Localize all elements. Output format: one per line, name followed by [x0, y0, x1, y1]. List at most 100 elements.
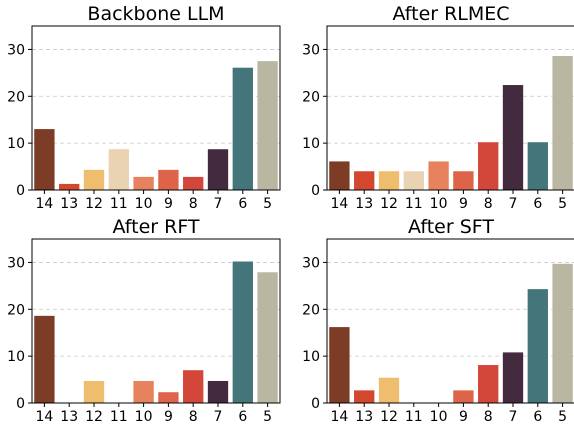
x-tick-label: 11 [405, 409, 423, 425]
x-tick-label: 10 [430, 409, 448, 425]
x-tick-label: 9 [459, 409, 468, 425]
bar-9 [453, 390, 474, 403]
x-tick-label: 10 [430, 196, 448, 212]
x-tick-label: 11 [110, 196, 128, 212]
bar-13 [354, 171, 375, 190]
y-tick-label: 20 [7, 302, 25, 318]
bar-6 [527, 142, 548, 190]
x-tick-label: 7 [509, 409, 518, 425]
x-tick-label: 9 [164, 196, 173, 212]
x-tick-label: 6 [238, 409, 247, 425]
x-tick-label: 8 [189, 196, 198, 212]
plot-frame [31, 238, 281, 404]
x-tick-label: 10 [135, 409, 153, 425]
x-tick-label: 9 [164, 409, 173, 425]
chart-panel-2: 14 13 12 11 10 9 8 7 6 5 0 10 20 30 After RFT [7, 216, 281, 425]
x-tick-label: 14 [330, 196, 348, 212]
bar-14 [329, 161, 350, 190]
bar-5 [552, 55, 573, 190]
x-tick-label: 5 [558, 196, 567, 212]
x-tick-label: 5 [263, 196, 272, 212]
x-tick-label: 10 [135, 196, 153, 212]
plot-frame [326, 238, 574, 404]
bar-7 [207, 149, 229, 190]
bar-6 [232, 261, 253, 403]
x-tick-label: 12 [380, 196, 398, 212]
bar-10 [133, 176, 154, 190]
y-tick-label: 0 [311, 396, 320, 412]
bar-14 [34, 129, 55, 190]
x-tick-label: 8 [484, 196, 493, 212]
y-tick-label: 30 [7, 42, 25, 58]
x-tick-label: 6 [238, 196, 247, 212]
y-tick-label: 30 [7, 255, 25, 271]
bar-9 [158, 169, 179, 190]
x-tick-label: 12 [85, 196, 103, 212]
bar-12 [83, 380, 105, 403]
y-tick-label: 10 [7, 349, 25, 365]
x-tick-label: 11 [110, 409, 128, 425]
bar-12 [378, 377, 400, 403]
y-tick-label: 20 [7, 89, 25, 105]
bar-11 [403, 171, 424, 190]
bar-5 [552, 263, 573, 403]
plot-frame [326, 25, 574, 191]
bar-9 [453, 171, 474, 190]
bar-12 [378, 171, 400, 190]
bar-6 [232, 67, 253, 190]
y-tick-label: 10 [302, 136, 320, 152]
plot-frame [31, 25, 281, 191]
chart-panel-1: 14 13 12 11 10 9 8 7 6 5 0 10 20 30 After RLMEC [302, 3, 574, 212]
x-tick-label: 11 [405, 196, 423, 212]
y-tick-label: 0 [311, 183, 320, 199]
y-tick-label: 20 [302, 89, 320, 105]
x-tick-label: 9 [459, 196, 468, 212]
y-tick-label: 20 [302, 302, 320, 318]
y-tick-label: 10 [302, 349, 320, 365]
bar-8 [478, 365, 499, 403]
bar-8 [478, 142, 499, 190]
x-tick-label: 13 [355, 409, 373, 425]
y-tick-label: 10 [7, 136, 25, 152]
chart-panel-0: 14 13 12 11 10 9 8 7 6 5 0 10 20 30 Backbone LLM [7, 3, 281, 212]
chart-title: After RLMEC [392, 3, 509, 25]
bar-13 [354, 390, 375, 403]
bar-7 [502, 85, 524, 190]
chart-title: Backbone LLM [87, 3, 224, 25]
bar-5 [257, 272, 278, 403]
x-tick-label: 6 [533, 196, 542, 212]
x-tick-label: 5 [558, 409, 567, 425]
chart-title: After RFT [112, 216, 199, 238]
chart-panel-3: 14 13 12 11 10 9 8 7 6 5 0 10 20 30 After SFT [302, 216, 574, 425]
x-tick-label: 14 [35, 196, 53, 212]
y-tick-label: 30 [302, 255, 320, 271]
x-tick-label: 8 [484, 409, 493, 425]
y-tick-label: 30 [302, 42, 320, 58]
bar-14 [329, 327, 350, 403]
bar-5 [257, 61, 278, 191]
x-tick-label: 13 [355, 196, 373, 212]
bar-8 [183, 176, 204, 190]
bar-8 [183, 370, 204, 403]
y-tick-label: 0 [16, 183, 25, 199]
x-tick-label: 8 [189, 409, 198, 425]
x-tick-label: 12 [380, 409, 398, 425]
x-tick-label: 14 [330, 409, 348, 425]
bar-11 [108, 149, 129, 190]
x-tick-label: 7 [509, 196, 518, 212]
y-tick-label: 0 [16, 396, 25, 412]
bar-7 [207, 380, 229, 403]
bar-6 [527, 289, 548, 403]
bar-10 [133, 380, 154, 403]
x-tick-label: 13 [60, 196, 78, 212]
bar-13 [59, 183, 80, 190]
bar-12 [83, 169, 105, 190]
bar-10 [428, 161, 449, 190]
x-tick-label: 7 [214, 409, 223, 425]
x-tick-label: 13 [60, 409, 78, 425]
bar-9 [158, 392, 179, 403]
x-tick-label: 12 [85, 409, 103, 425]
x-tick-label: 5 [263, 409, 272, 425]
bar-14 [34, 315, 55, 403]
